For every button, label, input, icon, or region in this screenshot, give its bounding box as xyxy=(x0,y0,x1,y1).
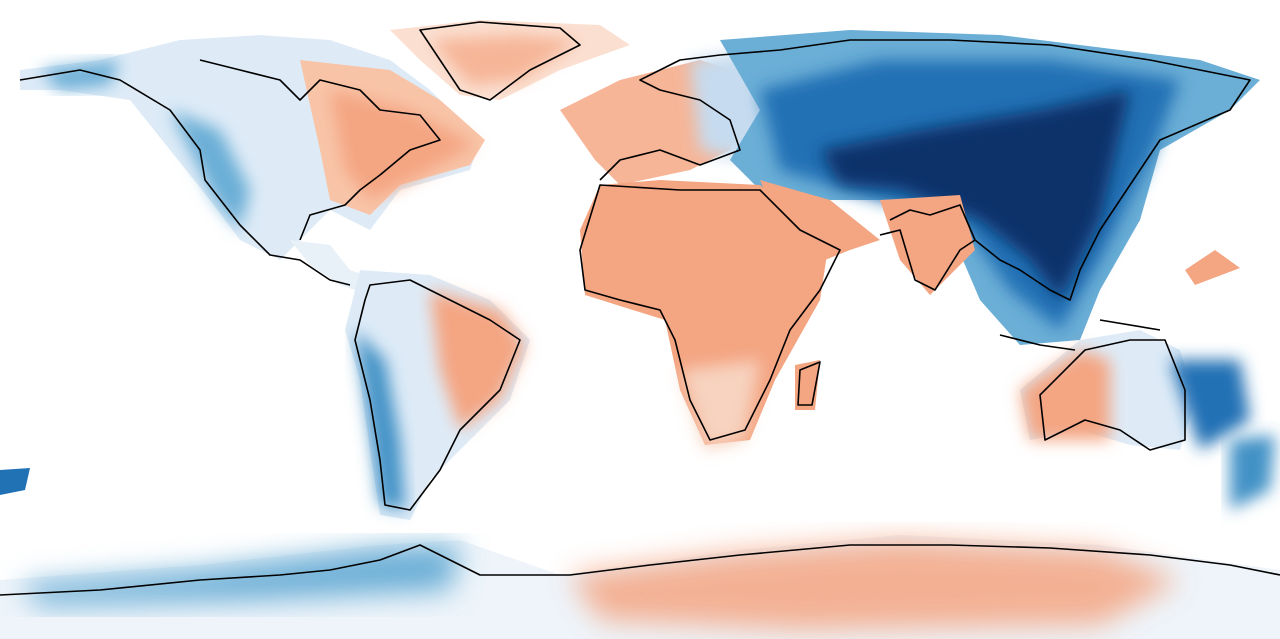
new-zealand xyxy=(1230,435,1275,510)
coastline-india xyxy=(879,229,976,291)
coastline-madagascar xyxy=(797,361,821,406)
north-america-cold xyxy=(170,110,250,230)
coastline-islands xyxy=(999,319,1161,351)
island-warm xyxy=(1185,250,1240,285)
coastline-eurasia xyxy=(599,39,1251,301)
asia-core xyxy=(820,90,1130,300)
coastline-antarctica xyxy=(0,544,1280,596)
coastline-south-america xyxy=(354,279,521,511)
alaska-cold xyxy=(40,60,120,90)
south-america-warm xyxy=(430,290,525,430)
antarctica-cold xyxy=(20,545,460,605)
arabia xyxy=(760,180,880,270)
india xyxy=(880,195,975,295)
antarctica-warm xyxy=(570,540,1180,630)
coastline-australia xyxy=(1039,339,1186,451)
edge-patch xyxy=(0,468,30,495)
australia-cold xyxy=(1170,360,1250,450)
coastline-africa xyxy=(579,184,841,441)
north-america-warm-core xyxy=(330,90,475,200)
coastline-north-america xyxy=(19,59,441,286)
south-america-cold xyxy=(355,330,405,510)
coastline-greenland xyxy=(419,21,581,101)
africa xyxy=(580,180,830,445)
greenland-warm xyxy=(430,35,580,85)
africa-south xyxy=(680,360,760,450)
